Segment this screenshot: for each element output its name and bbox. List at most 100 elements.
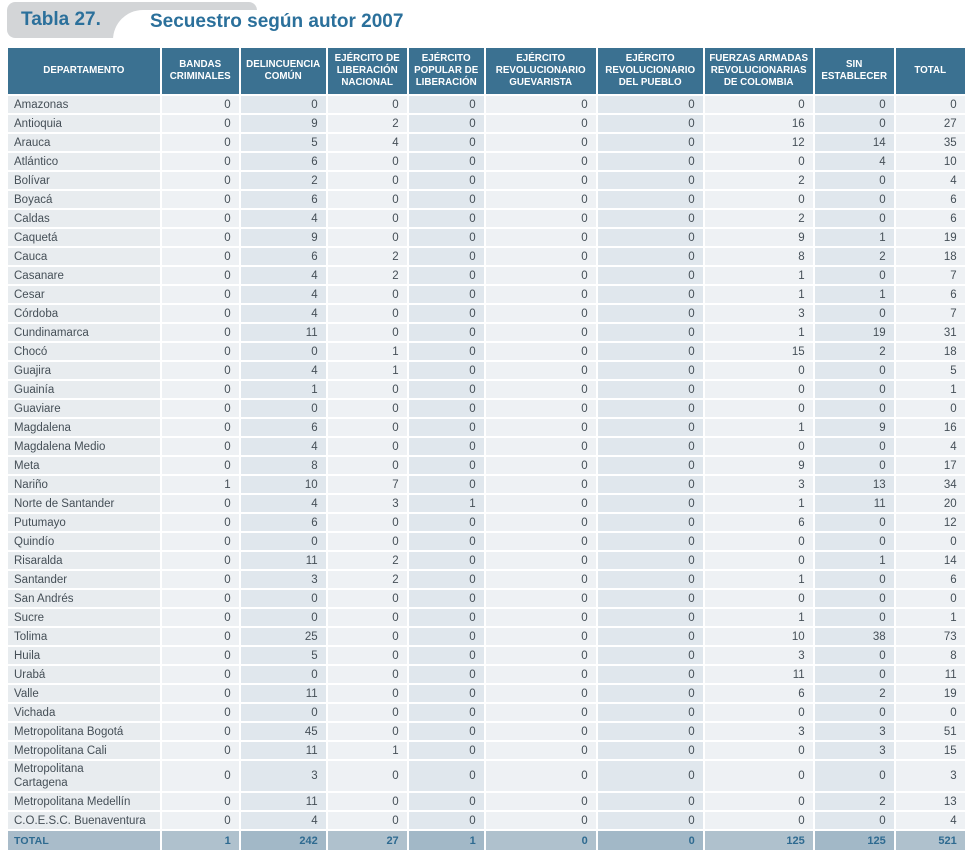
value-cell: 0 [485,400,596,417]
department-cell: Atlántico [8,153,160,170]
value-cell: 0 [408,793,484,810]
value-cell: 0 [408,742,484,759]
value-cell: 0 [814,115,894,132]
value-cell: 0 [327,723,407,740]
value-cell: 16 [895,419,965,436]
value-cell: 11 [240,742,326,759]
value-cell: 3 [704,476,813,493]
value-cell: 6 [240,514,326,531]
value-cell: 0 [814,761,894,791]
value-cell: 0 [597,514,703,531]
value-cell: 4 [895,812,965,829]
value-cell: 2 [327,571,407,588]
value-cell: 7 [895,267,965,284]
value-cell: 0 [161,115,239,132]
total-value-cell: 27 [327,831,407,850]
department-cell: Casanare [8,267,160,284]
value-cell: 0 [408,533,484,550]
value-cell: 0 [597,761,703,791]
value-cell: 2 [814,793,894,810]
value-cell: 0 [485,229,596,246]
value-cell: 0 [814,210,894,227]
value-cell: 0 [408,248,484,265]
value-cell: 0 [408,685,484,702]
value-cell: 4 [895,172,965,189]
value-cell: 0 [161,96,239,113]
value-cell: 4 [240,495,326,512]
value-cell: 0 [161,267,239,284]
value-cell: 2 [327,552,407,569]
value-cell: 0 [327,812,407,829]
value-cell: 0 [161,552,239,569]
department-cell: C.O.E.S.C. Buenaventura [8,812,160,829]
value-cell: 10 [895,153,965,170]
value-cell: 0 [240,609,326,626]
value-cell: 0 [161,761,239,791]
table-row: Guajira 0 4 1 0 0 0 0 0 5 [8,362,965,379]
value-cell: 1 [704,609,813,626]
value-cell: 1 [895,609,965,626]
value-cell: 0 [597,793,703,810]
value-cell: 15 [895,742,965,759]
value-cell: 18 [895,248,965,265]
value-cell: 5 [240,134,326,151]
table-header: DEPARTAMENTO BANDAS CRIMINALES DELINCUENCI… [8,48,965,94]
value-cell: 0 [161,343,239,360]
value-cell: 4 [240,812,326,829]
value-cell: 0 [240,400,326,417]
value-cell: 9 [704,229,813,246]
value-cell: 0 [597,628,703,645]
value-cell: 2 [814,343,894,360]
value-cell: 0 [597,305,703,322]
value-cell: 0 [408,96,484,113]
department-cell: Caldas [8,210,160,227]
value-cell: 2 [327,267,407,284]
value-cell: 7 [895,305,965,322]
value-cell: 0 [895,590,965,607]
value-cell: 0 [408,590,484,607]
table-row: Atlántico 0 6 0 0 0 0 0 4 10 [8,153,965,170]
value-cell: 0 [597,210,703,227]
value-cell: 4 [240,438,326,455]
value-cell: 0 [814,305,894,322]
value-cell: 9 [240,115,326,132]
total-value-cell: 125 [814,831,894,850]
value-cell: 0 [597,438,703,455]
table-row: Metropolitana Medellín 0 11 0 0 0 0 0 2 13 [8,793,965,810]
value-cell: 0 [161,153,239,170]
table-row: Magdalena 0 6 0 0 0 0 1 9 16 [8,419,965,436]
table-row: Córdoba 0 4 0 0 0 0 3 0 7 [8,305,965,322]
table-caption: Tabla 27. Secuestro según autor 2007 [0,0,968,44]
value-cell: 0 [240,343,326,360]
value-cell: 0 [408,812,484,829]
value-cell: 0 [485,685,596,702]
table-row: Quindío 0 0 0 0 0 0 0 0 0 [8,533,965,550]
table-row: Bolívar 0 2 0 0 0 0 2 0 4 [8,172,965,189]
value-cell: 0 [408,229,484,246]
value-cell: 0 [485,457,596,474]
value-cell: 3 [704,305,813,322]
value-cell: 0 [408,666,484,683]
value-cell: 38 [814,628,894,645]
value-cell: 0 [814,533,894,550]
value-cell: 0 [408,267,484,284]
department-cell: Chocó [8,343,160,360]
value-cell: 0 [485,96,596,113]
value-cell: 4 [240,267,326,284]
value-cell: 0 [814,666,894,683]
value-cell: 0 [161,457,239,474]
value-cell: 0 [485,571,596,588]
value-cell: 6 [895,191,965,208]
value-cell: 0 [814,647,894,664]
value-cell: 3 [814,723,894,740]
total-value-cell: 0 [597,831,703,850]
value-cell: 0 [408,552,484,569]
value-cell: 0 [161,286,239,303]
value-cell: 19 [895,685,965,702]
value-cell: 4 [240,305,326,322]
value-cell: 6 [895,571,965,588]
value-cell: 6 [240,153,326,170]
value-cell: 0 [240,590,326,607]
value-cell: 0 [408,172,484,189]
value-cell: 0 [327,647,407,664]
